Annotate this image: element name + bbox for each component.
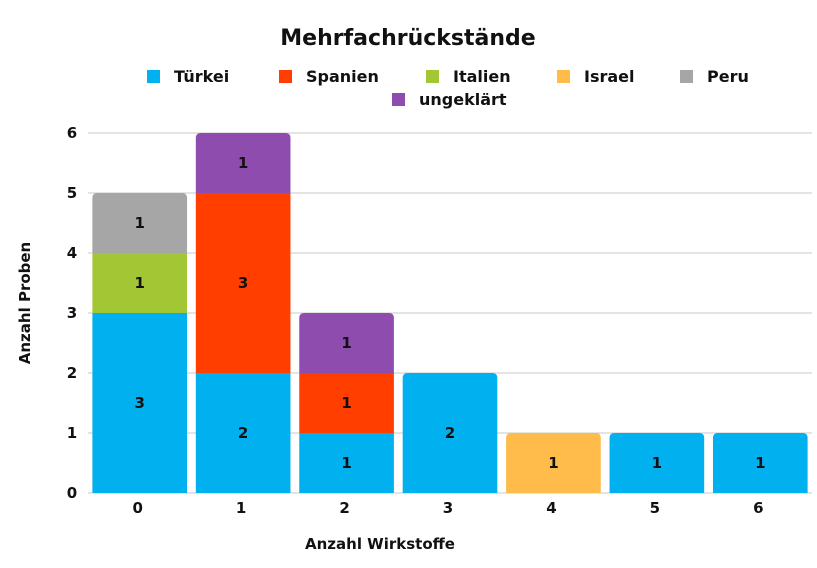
data-label: 1 — [652, 454, 662, 472]
data-label: 1 — [341, 334, 351, 352]
legend-swatch-türkei — [147, 70, 160, 83]
legend-label: ungeklärt — [419, 90, 507, 109]
bar-segment-ungeklärt — [195, 133, 291, 193]
y-tick-label: 3 — [67, 304, 77, 322]
x-tick-label: 5 — [650, 499, 660, 517]
x-tick-label: 0 — [132, 499, 142, 517]
bar-segment-türkei — [609, 433, 705, 493]
data-label: 1 — [134, 214, 144, 232]
x-axis-label: Anzahl Wirkstoffe — [305, 535, 455, 553]
x-tick-label: 6 — [753, 499, 763, 517]
legend-label: Italien — [453, 67, 511, 86]
data-label: 1 — [134, 274, 144, 292]
bar-segment-türkei — [712, 433, 808, 493]
data-label: 3 — [134, 394, 144, 412]
bar-segment-spanien — [299, 373, 394, 433]
y-tick-label: 4 — [67, 244, 77, 262]
x-tick-label: 3 — [443, 499, 453, 517]
data-label: 1 — [341, 394, 351, 412]
data-label: 1 — [548, 454, 558, 472]
legend-swatch-ungeklärt — [392, 93, 405, 106]
bar-segment-türkei — [402, 373, 498, 493]
y-tick-label: 6 — [67, 124, 77, 142]
bar-segment-italien — [92, 253, 188, 313]
legend-label: Türkei — [174, 67, 229, 86]
legend-label: Israel — [584, 67, 635, 86]
bar-segment-ungeklärt — [299, 313, 394, 373]
data-label: 1 — [341, 454, 351, 472]
y-tick-label: 2 — [67, 364, 77, 382]
data-label: 2 — [445, 424, 455, 442]
data-label: 1 — [238, 154, 248, 172]
y-tick-label: 5 — [67, 184, 77, 202]
bar-segment-peru — [92, 193, 188, 253]
x-axis-ticks: 0 1 2 3 4 5 6 — [132, 499, 763, 517]
bar-segment-türkei — [195, 373, 291, 493]
legend: Türkei Spanien Italien Israel Peru ungeklärt — [147, 67, 749, 109]
data-label: 3 — [238, 274, 248, 292]
y-axis-ticks: 0 1 2 3 4 5 6 — [67, 124, 77, 502]
bar-segment-spanien — [195, 193, 291, 373]
y-axis-label: Anzahl Proben — [16, 242, 34, 364]
data-label: 2 — [238, 424, 248, 442]
y-tick-label: 0 — [67, 484, 77, 502]
chart-title: Mehrfachrückstände — [280, 26, 535, 51]
legend-swatch-peru — [680, 70, 693, 83]
x-tick-label: 1 — [236, 499, 246, 517]
y-tick-label: 1 — [67, 424, 77, 442]
data-label: 1 — [755, 454, 765, 472]
legend-label: Peru — [707, 67, 749, 86]
x-tick-label: 2 — [339, 499, 349, 517]
bar-segment-türkei — [92, 313, 188, 493]
bar-segment-türkei — [299, 433, 394, 493]
bar-segment-israel — [506, 433, 601, 493]
legend-swatch-italien — [426, 70, 439, 83]
legend-swatch-israel — [557, 70, 570, 83]
legend-label: Spanien — [306, 67, 379, 86]
legend-swatch-spanien — [279, 70, 292, 83]
bars: 3 1 1 2 3 1 1 1 1 2 1 1 1 — [92, 133, 808, 493]
x-tick-label: 4 — [546, 499, 556, 517]
